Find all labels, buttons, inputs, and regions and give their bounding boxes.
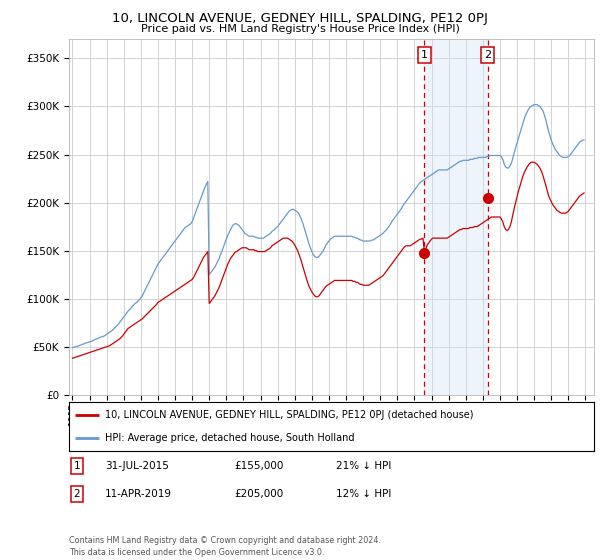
Text: 10, LINCOLN AVENUE, GEDNEY HILL, SPALDING, PE12 0PJ: 10, LINCOLN AVENUE, GEDNEY HILL, SPALDIN…	[112, 12, 488, 25]
Text: 12% ↓ HPI: 12% ↓ HPI	[336, 489, 391, 499]
Text: Contains HM Land Registry data © Crown copyright and database right 2024.
This d: Contains HM Land Registry data © Crown c…	[69, 536, 381, 557]
Text: 2: 2	[484, 50, 491, 60]
Text: 11-APR-2019: 11-APR-2019	[105, 489, 172, 499]
Text: 1: 1	[421, 50, 428, 60]
Text: £155,000: £155,000	[234, 461, 283, 471]
Text: 10, LINCOLN AVENUE, GEDNEY HILL, SPALDING, PE12 0PJ (detached house): 10, LINCOLN AVENUE, GEDNEY HILL, SPALDIN…	[105, 410, 473, 421]
Text: 31-JUL-2015: 31-JUL-2015	[105, 461, 169, 471]
Text: HPI: Average price, detached house, South Holland: HPI: Average price, detached house, Sout…	[105, 433, 354, 444]
Bar	[424, 39, 488, 395]
Text: 21% ↓ HPI: 21% ↓ HPI	[336, 461, 391, 471]
Text: Price paid vs. HM Land Registry's House Price Index (HPI): Price paid vs. HM Land Registry's House …	[140, 24, 460, 34]
Text: £205,000: £205,000	[234, 489, 283, 499]
Text: 2: 2	[73, 489, 80, 499]
Text: 1: 1	[73, 461, 80, 471]
